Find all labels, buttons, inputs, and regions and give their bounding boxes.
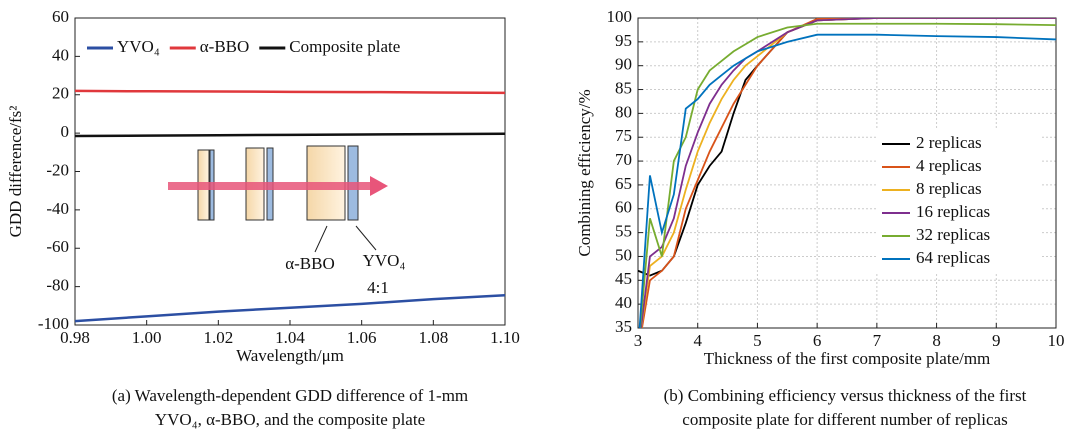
series-line <box>75 89 505 95</box>
x-tick-label: 1.08 <box>418 328 448 347</box>
x-tick-label: 1.10 <box>490 328 520 347</box>
y-tick-label: -60 <box>46 237 69 256</box>
caption: (b) Combining efficiency versus thicknes… <box>664 386 1027 405</box>
x-tick-label: 1.04 <box>275 328 305 347</box>
legend-label: 4 replicas <box>916 156 982 175</box>
inset-diagram <box>168 145 388 253</box>
legend-box <box>876 130 1041 274</box>
annotation: α-BBO <box>285 254 335 273</box>
y-tick-label: 85 <box>615 78 632 97</box>
plot-lines <box>638 18 1056 328</box>
y-tick-label: 65 <box>615 174 632 193</box>
legend-label: α-BBO <box>200 37 250 56</box>
legend-label: 2 replicas <box>916 133 982 152</box>
series-line <box>75 132 505 138</box>
x-tick-label: 10 <box>1048 331 1065 350</box>
caption: YVO₄, α-BBO, and the composite plate <box>155 410 425 429</box>
x-tick-label: 5 <box>753 331 762 350</box>
plot-frame <box>74 17 506 326</box>
y-tick-label: 45 <box>615 269 632 288</box>
x-tick-label: 6 <box>813 331 822 350</box>
y-tick-label: -100 <box>38 314 69 333</box>
x-tick-label: 4 <box>693 331 702 350</box>
series-line <box>638 33 1056 328</box>
series-line <box>640 18 1056 328</box>
y-tick-label: 50 <box>615 245 632 264</box>
y-tick-label: 40 <box>615 293 632 312</box>
legend-label: 8 replicas <box>916 179 982 198</box>
legend-label: Composite plate <box>289 37 400 56</box>
y-tick-label: 40 <box>52 45 69 64</box>
series-line <box>75 294 505 323</box>
y-tick-label: -80 <box>46 276 69 295</box>
y-tick-label: 70 <box>615 150 632 169</box>
x-tick-label: 1.00 <box>132 328 162 347</box>
y-tick-label: -40 <box>46 199 69 218</box>
y-tick-label: 60 <box>615 198 632 217</box>
y-axis-label: GDD difference/fs² <box>6 106 25 238</box>
y-axis-label: Combining efficiency/% <box>575 89 594 256</box>
y-tick-label: 35 <box>615 317 632 336</box>
y-tick-label: 20 <box>52 84 69 103</box>
series-line <box>641 18 1056 328</box>
y-tick-label: 75 <box>615 126 632 145</box>
y-tick-label: 100 <box>607 7 633 26</box>
series-line <box>639 22 1056 328</box>
x-tick-label: 8 <box>932 331 941 350</box>
annotation: YVO₄ <box>363 251 406 270</box>
caption: composite plate for different number of … <box>682 410 1007 429</box>
x-axis-label: Thickness of the first composite plate/m… <box>704 349 991 368</box>
y-tick-label: 60 <box>52 7 69 26</box>
y-tick-label: 55 <box>615 222 632 241</box>
x-tick-label: 1.06 <box>347 328 377 347</box>
series-line <box>640 18 1056 328</box>
x-tick-label: 9 <box>992 331 1001 350</box>
y-tick-label: 95 <box>615 31 632 50</box>
y-tick-label: 80 <box>615 102 632 121</box>
x-tick-label: 7 <box>873 331 882 350</box>
legend-label: 16 replicas <box>916 202 990 221</box>
y-tick-label: -20 <box>46 160 69 179</box>
y-tick-label: 0 <box>61 122 70 141</box>
x-tick-label: 1.02 <box>203 328 233 347</box>
legend-label: 64 replicas <box>916 248 990 267</box>
x-tick-label: 3 <box>634 331 643 350</box>
x-axis-label: Wavelength/μm <box>236 346 344 365</box>
x-tick-label: 0.98 <box>60 328 90 347</box>
y-tick-label: 90 <box>615 55 632 74</box>
legend-label: YVO₄ <box>117 37 160 56</box>
plot-lines <box>75 89 505 323</box>
legend-label: 32 replicas <box>916 225 990 244</box>
caption: (a) Wavelength-dependent GDD difference … <box>112 386 468 405</box>
annotation: 4:1 <box>367 278 389 297</box>
